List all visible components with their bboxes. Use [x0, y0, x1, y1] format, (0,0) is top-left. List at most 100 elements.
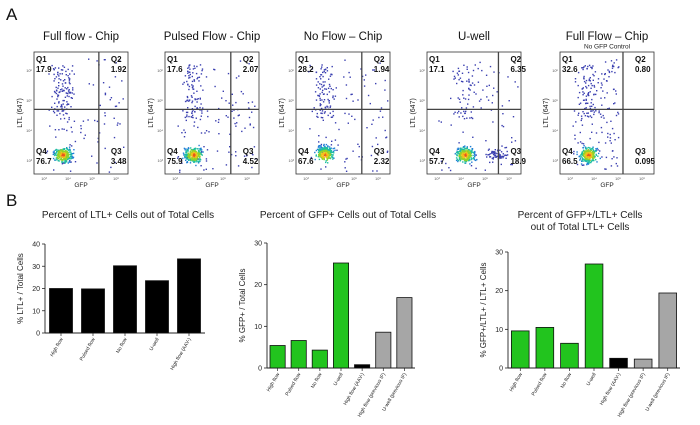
- event-dot: [501, 145, 503, 147]
- bar-1: [49, 288, 73, 334]
- event-dot: [188, 157, 190, 159]
- event-dot: [66, 113, 68, 115]
- event-dot: [440, 160, 443, 162]
- event-dot: [457, 148, 459, 150]
- flow-plot-2: Pulsed Flow - ChipQ117.6Q22.07Q475.9Q34.…: [148, 31, 260, 189]
- event-dot: [335, 87, 337, 89]
- event-dot: [200, 132, 203, 134]
- event-dot: [67, 86, 69, 89]
- event-dot: [187, 159, 190, 161]
- event-dot: [195, 158, 198, 161]
- event-dot: [228, 151, 230, 153]
- y-tick-label: 10⁶: [26, 69, 32, 73]
- event-dot: [321, 110, 324, 112]
- event-dot: [577, 96, 579, 99]
- event-dot: [593, 152, 595, 154]
- event-dot: [65, 152, 67, 154]
- event-dot: [59, 91, 61, 93]
- event-dot: [64, 150, 66, 152]
- event-dot: [199, 155, 201, 157]
- event-dot: [58, 160, 60, 162]
- event-dot: [58, 75, 60, 77]
- event-dot: [57, 154, 59, 156]
- event-dot: [574, 138, 576, 140]
- event-dot: [193, 121, 196, 123]
- event-dot: [467, 103, 469, 105]
- event-dot: [593, 113, 595, 116]
- event-dot: [609, 137, 612, 139]
- event-dot: [187, 158, 189, 160]
- event-dot: [586, 115, 589, 117]
- event-dot: [606, 121, 608, 124]
- event-dot: [54, 159, 56, 161]
- event-dot: [591, 67, 593, 70]
- event-dot: [321, 91, 323, 94]
- event-dot: [66, 88, 68, 90]
- event-dot: [204, 132, 206, 134]
- event-dot: [197, 162, 200, 164]
- event-dot: [202, 107, 204, 109]
- event-dot: [581, 164, 584, 166]
- event-dot: [57, 153, 59, 155]
- event-dot: [454, 153, 456, 155]
- event-dot: [51, 64, 53, 67]
- event-dot: [457, 151, 460, 153]
- event-dot: [601, 131, 603, 134]
- plot-frame: [164, 51, 260, 175]
- event-dot: [72, 156, 75, 158]
- event-dot: [249, 123, 251, 125]
- quadrant-q4-value: 67.6: [298, 157, 314, 166]
- event-dot: [315, 155, 317, 157]
- event-cloud: [177, 60, 257, 173]
- event-dot: [56, 150, 58, 153]
- event-dot: [617, 113, 620, 115]
- event-dot: [203, 146, 205, 148]
- event-dot: [194, 67, 196, 69]
- event-dot: [196, 78, 198, 80]
- event-dot: [64, 153, 67, 155]
- event-dot: [325, 155, 328, 157]
- x-axis-label: GFP: [336, 182, 349, 189]
- y-tick-label: 10⁴: [552, 129, 558, 133]
- event-dot: [456, 72, 459, 74]
- event-dot: [185, 151, 188, 154]
- event-dot: [458, 142, 460, 144]
- y-tick-label: 10⁶: [157, 69, 163, 73]
- event-dot: [201, 112, 203, 114]
- event-dot: [386, 151, 389, 153]
- event-dot: [332, 110, 334, 113]
- quadrant-q3-value: 0.095: [635, 157, 656, 166]
- event-dot: [472, 136, 474, 138]
- event-dot: [214, 85, 216, 88]
- event-dot: [62, 90, 64, 92]
- event-dot: [470, 152, 473, 154]
- event-dot: [455, 159, 458, 162]
- event-dot: [192, 149, 194, 152]
- event-dot: [343, 76, 345, 78]
- event-dot: [68, 116, 70, 119]
- event-dot: [193, 155, 195, 158]
- event-dot: [330, 87, 332, 90]
- event-dot: [319, 99, 321, 101]
- event-dot: [320, 155, 323, 157]
- event-dot: [52, 68, 55, 70]
- event-dot: [590, 152, 592, 154]
- event-dot: [586, 150, 589, 153]
- event-dot: [606, 92, 608, 94]
- event-dot: [581, 154, 584, 156]
- event-dot: [319, 83, 321, 85]
- event-dot: [600, 126, 603, 129]
- event-dot: [248, 116, 251, 119]
- quadrant-q1-label: Q1: [36, 55, 47, 64]
- event-dot: [491, 102, 493, 104]
- event-dot: [53, 112, 56, 114]
- event-dot: [199, 153, 201, 155]
- event-dot: [470, 157, 472, 159]
- event-dot: [191, 110, 194, 113]
- quadrant-q4-value: 57.7: [429, 157, 445, 166]
- event-dot: [328, 157, 330, 159]
- quadrant-q2-value: 2.07: [243, 65, 259, 74]
- event-dot: [73, 149, 75, 151]
- event-dot: [468, 157, 470, 159]
